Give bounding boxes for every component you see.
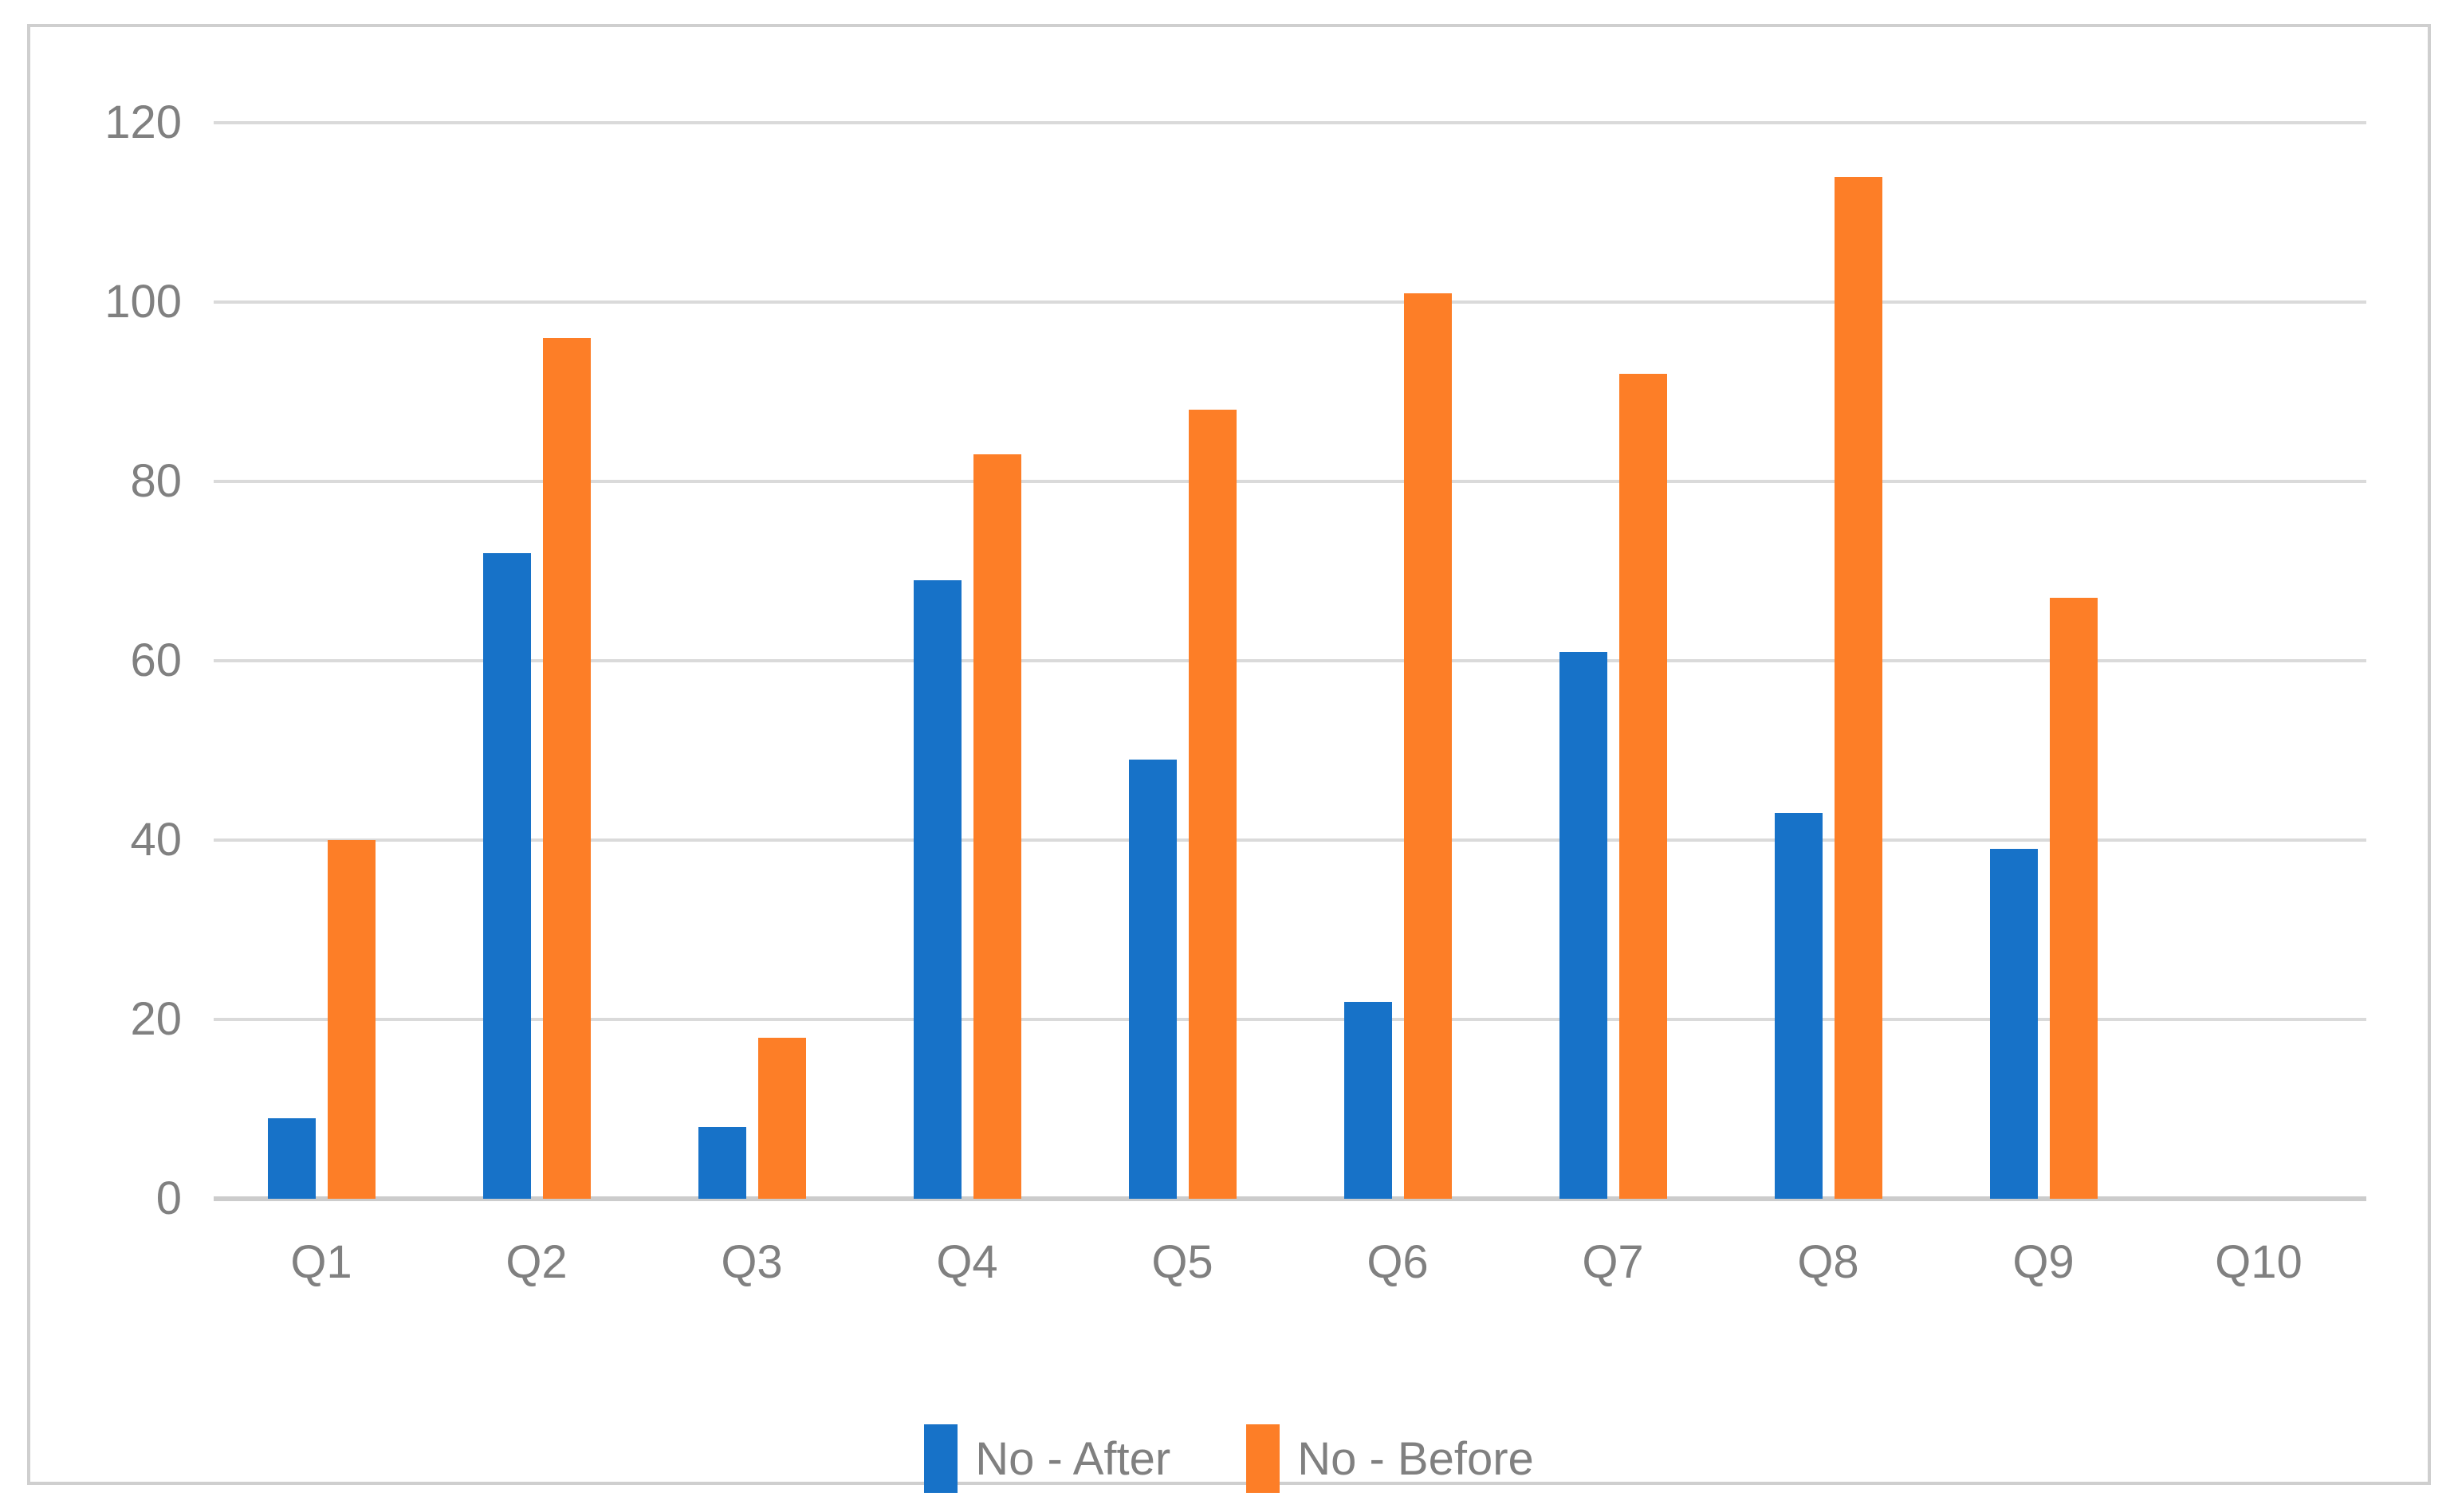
legend: No - After No - Before (30, 1420, 2428, 1497)
chart-frame: No - After No - Before 0 20 40 60 80 100 120 Q1 Q… (27, 24, 2431, 1493)
bar-no-before-q9 (2049, 598, 2098, 1199)
legend-item-no-before: No - Before (1246, 1424, 1534, 1493)
bar-no-after-q3 (698, 1127, 746, 1199)
bar-no-after-q5 (1128, 759, 1177, 1199)
bar-no-before-q7 (1618, 374, 1667, 1199)
x-axis-line (214, 1196, 2366, 1201)
bar-group-q4 (859, 123, 1075, 1199)
bar-group-q7 (1505, 123, 1721, 1199)
bar-group-q3 (644, 123, 859, 1199)
bar-no-after-q4 (913, 579, 962, 1199)
bar-group-q5 (1075, 123, 1290, 1199)
bar-group-q10 (2151, 123, 2366, 1199)
bar-no-before-q6 (1403, 293, 1452, 1199)
gridline-y-60 (214, 659, 2366, 662)
gridline-y-120 (214, 121, 2366, 124)
bar-no-after-q8 (1774, 813, 1823, 1199)
bar-group-q6 (1290, 123, 1505, 1199)
bar-no-before-q1 (327, 840, 376, 1199)
legend-item-no-after: No - After (924, 1424, 1170, 1493)
gridline-y-80 (214, 480, 2366, 483)
x-axis-tick-label-q6: Q6 (1367, 1236, 1429, 1288)
bar-group-q8 (1721, 123, 1936, 1199)
bar-no-after-q1 (267, 1117, 316, 1199)
bar-no-before-q2 (542, 338, 591, 1199)
x-axis-tick-label-q7: Q7 (1582, 1236, 1644, 1288)
gridline-y-100 (214, 300, 2366, 304)
bar-no-before-q4 (973, 454, 1021, 1199)
y-axis-tick-label-100: 100 (104, 276, 182, 328)
y-axis-tick-label-0: 0 (155, 1172, 182, 1224)
gridline-y-20 (214, 1018, 2366, 1021)
y-axis-tick-label-120: 120 (104, 96, 182, 148)
legend-swatch-no-after (924, 1424, 958, 1493)
x-axis-tick-label-q10: Q10 (2215, 1236, 2303, 1288)
x-axis-tick-label-q2: Q2 (505, 1236, 568, 1288)
bar-no-before-q3 (757, 1037, 806, 1199)
x-axis-tick-label-q5: Q5 (1151, 1236, 1213, 1288)
x-axis-tick-label-q9: Q9 (2012, 1236, 2075, 1288)
y-axis-tick-label-40: 40 (130, 814, 182, 866)
bar-no-after-q2 (482, 553, 531, 1199)
x-axis-tick-label-q4: Q4 (936, 1236, 998, 1288)
legend-swatch-no-before (1246, 1424, 1280, 1493)
bar-no-after-q7 (1559, 651, 1607, 1199)
legend-label-no-before: No - Before (1297, 1432, 1534, 1485)
bar-group-q1 (214, 123, 429, 1199)
x-axis-tick-label-q3: Q3 (721, 1236, 783, 1288)
legend-label-no-after: No - After (975, 1432, 1171, 1485)
y-axis-tick-label-60: 60 (130, 634, 182, 686)
y-axis-tick-label-80: 80 (130, 455, 182, 507)
plot-area (214, 121, 2366, 1201)
bar-no-after-q9 (1989, 849, 2038, 1199)
bar-no-after-q6 (1343, 1001, 1392, 1199)
y-axis-tick-label-20: 20 (130, 993, 182, 1045)
x-axis-tick-label-q1: Q1 (290, 1236, 352, 1288)
bar-no-before-q8 (1834, 176, 1882, 1199)
x-axis-tick-label-q8: Q8 (1797, 1236, 1859, 1288)
bar-group-q9 (1936, 123, 2151, 1199)
bar-no-before-q5 (1188, 410, 1237, 1199)
bar-group-q2 (429, 123, 644, 1199)
gridline-y-40 (214, 838, 2366, 842)
